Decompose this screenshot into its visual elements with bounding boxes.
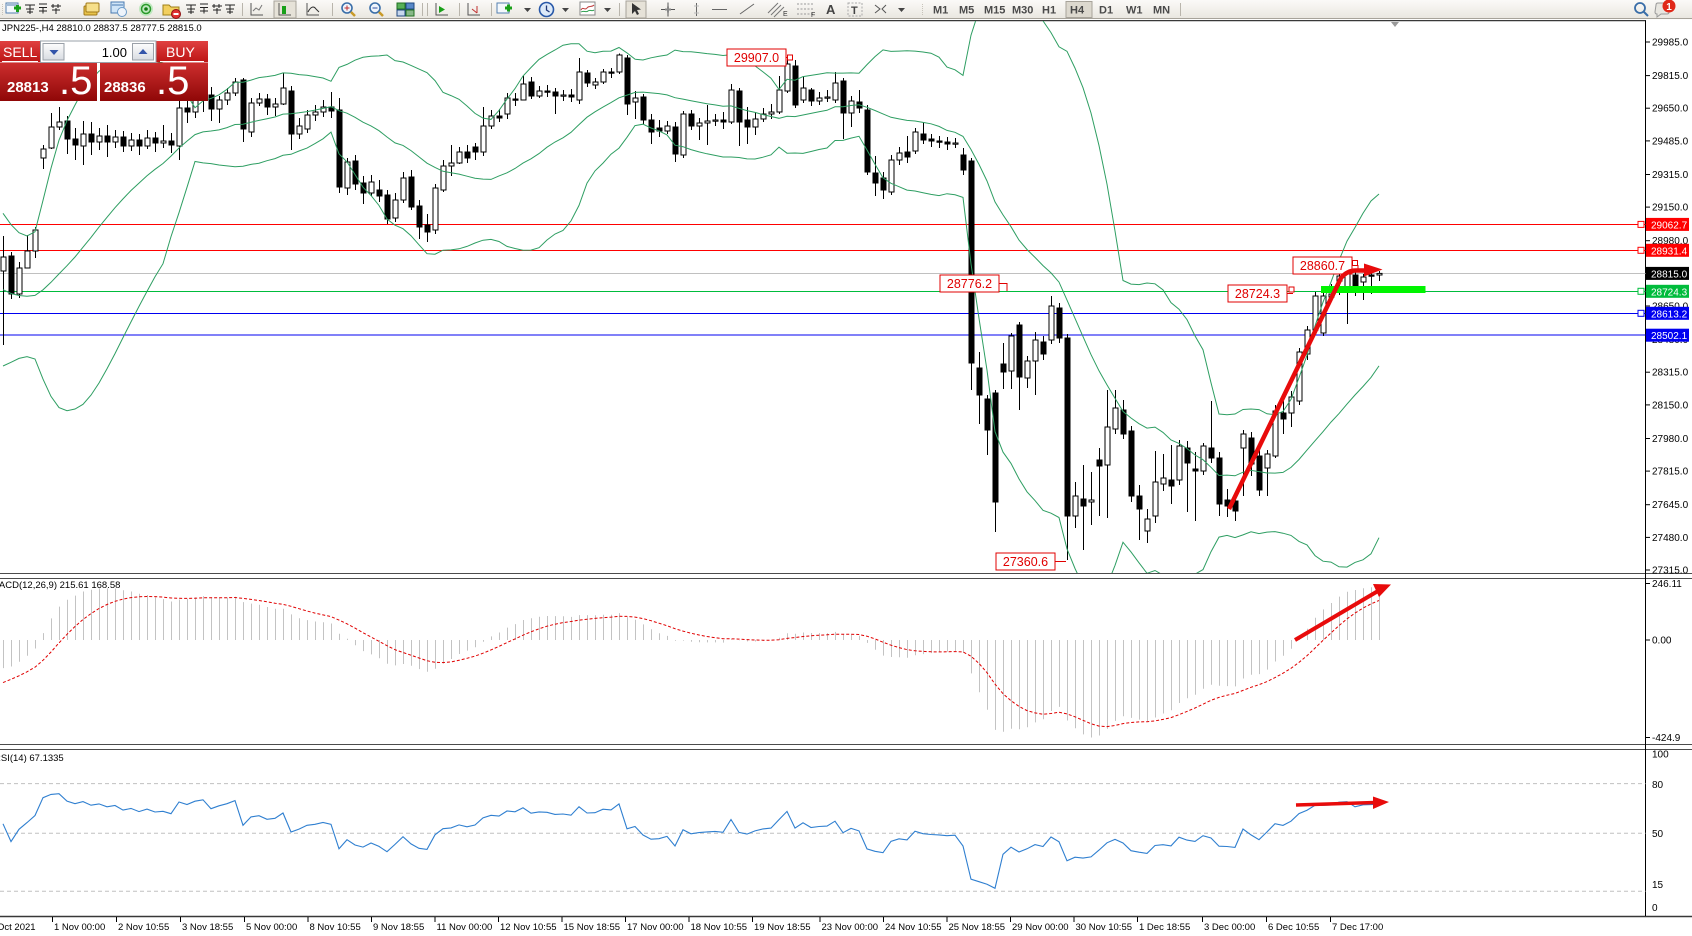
svg-text:80: 80: [1652, 780, 1664, 791]
svg-text:MN: MN: [1153, 5, 1170, 17]
svg-text:M5: M5: [959, 5, 974, 17]
svg-text:30 Nov 10:55: 30 Nov 10:55: [1076, 922, 1133, 933]
svg-text:SELL: SELL: [3, 44, 37, 60]
svg-text:JPN225-,H4 28810.0 28837.5 28: JPN225-,H4 28810.0 28837.5 28777.5 28815…: [2, 23, 202, 34]
svg-text:18 Nov 10:55: 18 Nov 10:55: [691, 922, 748, 933]
svg-text:28150.0: 28150.0: [1652, 400, 1689, 411]
svg-text:.5: .5: [59, 59, 92, 103]
svg-text:28776.2: 28776.2: [947, 277, 992, 291]
svg-text:H1: H1: [1042, 5, 1056, 17]
svg-text:27980.0: 27980.0: [1652, 434, 1689, 445]
svg-text:12 Nov 10:55: 12 Nov 10:55: [500, 922, 557, 933]
svg-text:29315.0: 29315.0: [1652, 170, 1689, 181]
svg-text:100: 100: [1652, 750, 1669, 761]
svg-text:6 Dec 10:55: 6 Dec 10:55: [1268, 922, 1319, 933]
svg-text:29 Nov 00:00: 29 Nov 00:00: [1012, 922, 1069, 933]
svg-text:D1: D1: [1099, 5, 1113, 17]
svg-text:MACD(12,26,9) 215.61 168.58: MACD(12,26,9) 215.61 168.58: [0, 580, 120, 591]
svg-text:BUY: BUY: [166, 44, 195, 60]
svg-text:29485.0: 29485.0: [1652, 136, 1689, 147]
svg-text:29062.7: 29062.7: [1651, 220, 1688, 231]
svg-text:28980.0: 28980.0: [1652, 236, 1689, 247]
svg-text:27315.0: 27315.0: [1652, 566, 1689, 577]
svg-text:A: A: [826, 2, 836, 17]
svg-text:28315.0: 28315.0: [1652, 368, 1689, 379]
svg-text:1 Dec 18:55: 1 Dec 18:55: [1139, 922, 1190, 933]
svg-text:28815.0: 28815.0: [1651, 269, 1688, 280]
svg-text:15: 15: [1652, 880, 1664, 891]
svg-text:0.00: 0.00: [1652, 636, 1672, 647]
svg-text:27815.0: 27815.0: [1652, 467, 1689, 478]
svg-text:3 Nov 18:55: 3 Nov 18:55: [182, 922, 233, 933]
svg-text:.5: .5: [156, 59, 189, 103]
svg-text:28931.4: 28931.4: [1651, 246, 1688, 257]
svg-text:28813: 28813: [7, 79, 49, 96]
svg-text:1: 1: [1666, 2, 1672, 13]
svg-text:Oct 2021: Oct 2021: [0, 922, 36, 933]
svg-text:29815.0: 29815.0: [1652, 71, 1689, 82]
svg-text:F: F: [811, 12, 815, 19]
svg-text:M15: M15: [984, 5, 1005, 17]
svg-text:28724.3: 28724.3: [1651, 287, 1688, 298]
svg-text:11 Nov 00:00: 11 Nov 00:00: [437, 922, 493, 933]
svg-text:RSI(14) 67.1335: RSI(14) 67.1335: [0, 753, 64, 764]
svg-text:M30: M30: [1012, 5, 1033, 17]
svg-text:17 Nov 00:00: 17 Nov 00:00: [627, 922, 684, 933]
svg-text:W1: W1: [1126, 5, 1143, 17]
svg-text:29150.0: 29150.0: [1652, 203, 1689, 214]
svg-text:9 Nov 18:55: 9 Nov 18:55: [373, 922, 424, 933]
svg-text:2 Nov 10:55: 2 Nov 10:55: [118, 922, 169, 933]
svg-text:27480.0: 27480.0: [1652, 533, 1689, 544]
svg-text:5 Nov 00:00: 5 Nov 00:00: [246, 922, 297, 933]
svg-text:7 Dec 17:00: 7 Dec 17:00: [1332, 922, 1383, 933]
svg-text:3 Dec 00:00: 3 Dec 00:00: [1204, 922, 1255, 933]
svg-text:29985.0: 29985.0: [1652, 38, 1689, 49]
svg-text:50: 50: [1652, 829, 1664, 840]
svg-text:1.00: 1.00: [102, 45, 127, 60]
svg-text:8 Nov 10:55: 8 Nov 10:55: [310, 922, 361, 933]
svg-text:28724.3: 28724.3: [1235, 287, 1280, 301]
svg-text:23 Nov 00:00: 23 Nov 00:00: [822, 922, 879, 933]
svg-text:0: 0: [1652, 903, 1658, 914]
svg-text:28613.2: 28613.2: [1651, 309, 1688, 320]
svg-text:-424.9: -424.9: [1652, 733, 1681, 744]
svg-text:E: E: [783, 11, 788, 18]
svg-text:27360.6: 27360.6: [1003, 555, 1048, 569]
svg-text:27645.0: 27645.0: [1652, 500, 1689, 511]
svg-text:T: T: [851, 5, 858, 17]
svg-text:H4: H4: [1070, 5, 1085, 17]
svg-text:29650.0: 29650.0: [1652, 104, 1689, 115]
svg-text:15 Nov 18:55: 15 Nov 18:55: [564, 922, 621, 933]
svg-text:19 Nov 18:55: 19 Nov 18:55: [754, 922, 811, 933]
svg-text:246.11: 246.11: [1652, 579, 1682, 590]
svg-text:28836: 28836: [104, 79, 146, 96]
svg-text:M1: M1: [933, 5, 948, 17]
svg-text:24 Nov 10:55: 24 Nov 10:55: [885, 922, 942, 933]
svg-text:28860.7: 28860.7: [1300, 259, 1345, 273]
svg-text:25 Nov 18:55: 25 Nov 18:55: [949, 922, 1006, 933]
svg-text:1 Nov 00:00: 1 Nov 00:00: [54, 922, 105, 933]
svg-text:28502.1: 28502.1: [1651, 331, 1688, 342]
svg-text:29907.0: 29907.0: [734, 51, 779, 65]
